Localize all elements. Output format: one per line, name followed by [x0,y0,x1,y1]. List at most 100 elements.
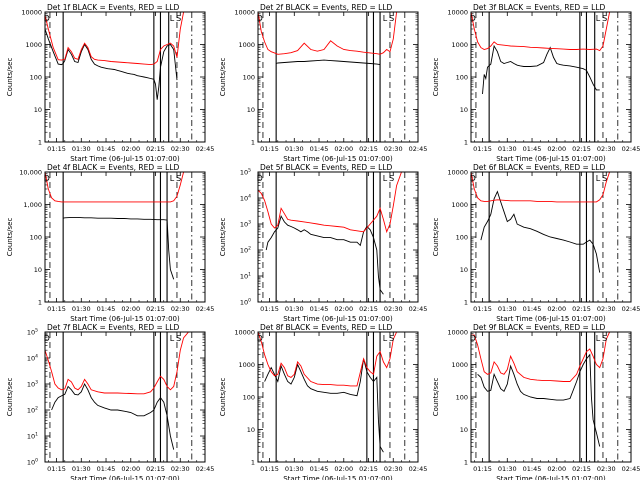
x-tick-label: 02:15 [146,145,165,153]
chart-title: Det 9f BLACK = Events, RED = LLD [473,323,606,332]
x-tick-label: 01:15 [260,305,279,313]
x-tick-label: 02:45 [409,145,428,153]
x-tick-label: 01:30 [72,305,91,313]
x-axis-label: Start Time (06-Jul-15 01:07:00) [70,475,180,480]
y-axis-label: Counts/sec [432,378,440,417]
y-tick-label: 100 [456,394,468,402]
y-tick-label: 10000 [447,169,468,177]
y-tick-label: 1 [464,299,468,307]
x-tick-label: 02:30 [171,305,190,313]
plot-frame [44,331,206,463]
event-marker: S [176,334,181,343]
plot-frame [44,11,206,143]
series-line-red [258,332,415,387]
chart-panel-9: Det 9f BLACK = Events, RED = LLD Counts/s… [432,323,640,480]
event-marker: D [257,334,263,343]
x-tick-label: 01:15 [47,145,66,153]
x-tick-label: 01:15 [260,145,279,153]
y-tick-label: 1000 [451,41,468,49]
x-tick-label: 01:30 [498,305,517,313]
y-tick-label: 1000 [451,361,468,369]
chart-title: Det 4f BLACK = Events, RED = LLD [47,163,180,172]
chart-panel-2: Det 2f BLACK = Events, RED = LLD Counts/s… [219,3,427,163]
event-marker: S [389,334,394,343]
y-tick-label: 103 [240,220,251,229]
chart-title: Det 3f BLACK = Events, RED = LLD [473,3,606,12]
y-tick-label: 100 [456,74,468,82]
x-tick-label: 02:15 [572,145,591,153]
x-tick-label: 02:00 [334,465,353,473]
series-line-red [45,332,202,395]
x-tick-label: 01:45 [97,465,116,473]
x-tick-label: 01:45 [523,465,542,473]
y-tick-label: 102 [240,246,251,255]
chart-panel-5: Det 5f BLACK = Events, RED = LLD Counts/s… [219,163,427,323]
y-tick-label: 1 [38,299,42,307]
y-tick-label: 10000 [234,329,255,337]
chart-panel-7: Det 7f BLACK = Events, RED = LLD Counts/s… [6,323,214,480]
plot-frame [470,171,632,303]
x-tick-label: 02:30 [384,145,403,153]
x-tick-label: 01:30 [285,465,304,473]
y-axis-label: Counts/sec [6,378,14,417]
y-axis-label: Counts/sec [432,58,440,97]
y-tick-label: 10 [247,426,255,434]
x-axis-label: Start Time (06-Jul-15 01:07:00) [496,155,606,163]
x-tick-label: 01:30 [285,305,304,313]
x-tick-label: 01:45 [310,145,329,153]
chart-title: Det 1f BLACK = Events, RED = LLD [47,3,180,12]
x-tick-label: 02:15 [146,465,165,473]
event-marker: L [596,14,601,23]
event-marker: S [176,174,181,183]
event-marker: S [389,174,394,183]
y-axis-label: Counts/sec [6,218,14,257]
x-tick-label: 01:15 [473,145,492,153]
x-tick-label: 02:30 [171,465,190,473]
x-axis-label: Start Time (06-Jul-15 01:07:00) [283,475,393,480]
event-marker: D [257,14,263,23]
series-line-black [51,382,175,450]
y-tick-label: 101 [27,432,38,441]
y-tick-label: 10 [460,426,468,434]
x-tick-label: 01:30 [498,465,517,473]
x-tick-label: 02:00 [547,465,566,473]
x-axis-label: Start Time (06-Jul-15 01:07:00) [496,475,606,480]
plot-frame [44,171,206,303]
x-tick-label: 02:30 [597,305,616,313]
x-tick-label: 02:15 [359,305,378,313]
y-tick-label: 1 [251,139,255,147]
y-tick-label: 1000 [451,201,468,209]
x-tick-label: 02:30 [384,305,403,313]
y-tick-label: 104 [27,354,38,363]
chart-panel-3: Det 3f BLACK = Events, RED = LLD Counts/s… [432,3,640,163]
y-axis-label: Counts/sec [219,218,227,257]
y-tick-label: 100 [30,74,42,82]
x-tick-label: 02:15 [359,465,378,473]
event-marker: D [257,174,263,183]
x-tick-label: 01:45 [310,465,329,473]
event-marker: D [44,14,50,23]
x-tick-label: 01:15 [473,305,492,313]
series-line-black [482,44,600,95]
plot-frame [257,171,419,303]
x-tick-label: 02:45 [196,145,215,153]
x-tick-label: 01:15 [260,465,279,473]
event-marker: L [383,174,388,183]
series-line-red [45,172,202,203]
chart-title: Det 8f BLACK = Events, RED = LLD [260,323,393,332]
y-tick-label: 103 [27,380,38,389]
x-tick-label: 02:00 [121,305,140,313]
y-tick-label: 1000 [25,41,42,49]
plot-frame [257,11,419,143]
y-tick-label: 10000 [447,9,468,17]
y-axis-label: Counts/sec [6,58,14,97]
event-marker: S [389,14,394,23]
event-marker: S [176,14,181,23]
x-tick-label: 01:30 [72,465,91,473]
y-tick-label: 1000 [238,361,255,369]
plot-frame [470,331,632,463]
y-axis-label: Counts/sec [219,378,227,417]
event-marker: S [602,14,607,23]
x-tick-label: 01:15 [47,465,66,473]
y-tick-label: 105 [240,168,251,177]
